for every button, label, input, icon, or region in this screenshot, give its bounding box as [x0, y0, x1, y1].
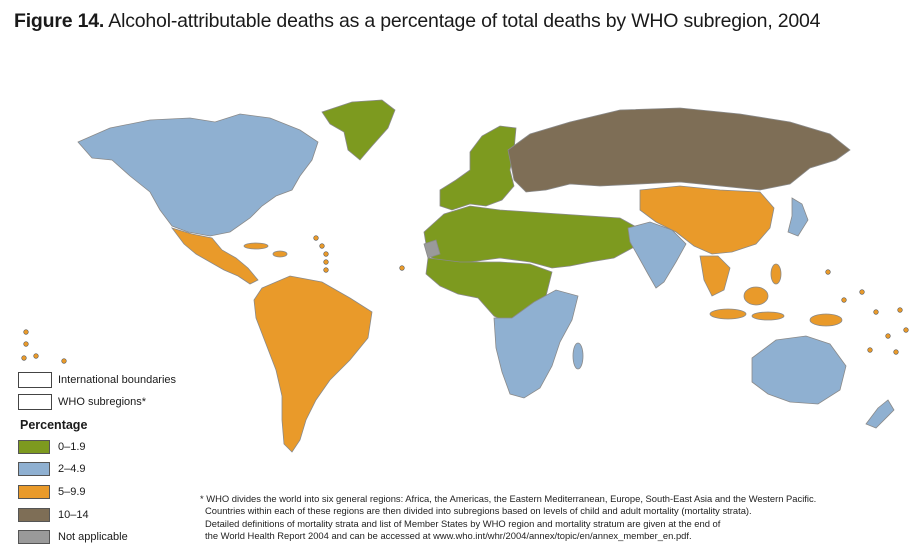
- legend-international-boundaries: International boundaries: [18, 372, 176, 388]
- map-region-southeast-asia-mainland: [699, 255, 731, 297]
- map-region-australia: [751, 335, 847, 405]
- island-dot: [885, 333, 891, 339]
- island-dot: [33, 353, 39, 359]
- legend-label: 10–14: [58, 509, 89, 521]
- map-region-indonesia-east: [751, 311, 785, 321]
- map-region-greenland: [321, 99, 396, 161]
- map-region-philippines: [770, 263, 782, 285]
- legend-label: 2–4.9: [58, 463, 86, 475]
- map-region-papua: [809, 313, 843, 327]
- island-dot: [867, 347, 873, 353]
- map-region-russia: [507, 107, 851, 193]
- map-region-north-america: [77, 113, 319, 237]
- map-region-borneo: [743, 286, 769, 306]
- figure-title: Figure 14. Alcohol-attributable deaths a…: [14, 10, 821, 33]
- island-dot: [61, 358, 67, 364]
- legend-who-subregions: WHO subregions*: [18, 394, 146, 410]
- map-region-south-asia: [627, 221, 687, 289]
- island-markers: [21, 235, 909, 364]
- legend-swatch: [18, 485, 50, 499]
- legend-swatch: [18, 508, 50, 522]
- island-dot: [323, 259, 329, 265]
- legend-category: 2–4.9: [18, 462, 86, 476]
- island-dot: [873, 309, 879, 315]
- figure-title-text: Alcohol-attributable deaths as a percent…: [108, 10, 821, 32]
- map-region-japan: [787, 197, 809, 237]
- map-region-south-america: [253, 275, 373, 453]
- island-dot: [859, 289, 865, 295]
- map-region-north-africa-middle-east: [423, 205, 639, 269]
- legend-label: 5–9.9: [58, 486, 86, 498]
- footnote: * WHO divides the world into six general…: [200, 493, 816, 543]
- legend-label: Not applicable: [58, 531, 128, 543]
- legend-swatch: [18, 462, 50, 476]
- map-region-indonesia-west: [709, 308, 747, 320]
- legend-swatch: [18, 530, 50, 544]
- legend-label: WHO subregions*: [58, 396, 147, 408]
- map-region-caribbean-cuba: [243, 242, 269, 250]
- legend-swatch-subregion: [18, 394, 52, 410]
- legend-swatch-boundary: [18, 372, 52, 388]
- island-dot: [399, 265, 405, 271]
- island-dot: [825, 269, 831, 275]
- legend-label: 0–1.9: [58, 441, 86, 453]
- legend-category: 0–1.9: [18, 440, 86, 454]
- footnote-line: Detailed definitions of mortality strata…: [205, 517, 721, 529]
- legend-heading: Percentage: [20, 418, 88, 432]
- island-dot: [841, 297, 847, 303]
- island-dot: [893, 349, 899, 355]
- island-dot: [323, 267, 329, 273]
- map-region-madagascar: [572, 342, 584, 370]
- island-dot: [21, 355, 27, 361]
- island-dot: [313, 235, 319, 241]
- map-region-china: [639, 185, 775, 255]
- figure-label: Figure 14.: [14, 10, 105, 32]
- footnote-line: Countries within each of these regions a…: [205, 505, 752, 517]
- legend-category: Not applicable: [18, 530, 128, 544]
- map-region-southern-east-africa: [493, 289, 579, 399]
- legend-swatch: [18, 440, 50, 454]
- island-dot: [319, 243, 325, 249]
- legend-category: 10–14: [18, 508, 89, 522]
- map-region-new-zealand: [865, 399, 895, 429]
- island-dot: [323, 251, 329, 257]
- map-region-mexico-central-america: [170, 227, 259, 285]
- footnote-line: the World Health Report 2004 and can be …: [205, 530, 692, 542]
- island-dot: [903, 327, 909, 333]
- island-dot: [897, 307, 903, 313]
- legend-label: International boundaries: [58, 374, 177, 386]
- map-region-caribbean-hispaniola: [272, 250, 288, 258]
- island-dot: [23, 329, 29, 335]
- map-region-western-europe: [439, 125, 517, 211]
- island-dot: [23, 341, 29, 347]
- legend-category: 5–9.9: [18, 485, 86, 499]
- map-region-western-sahara: [423, 239, 441, 259]
- footnote-line: * WHO divides the world into six general…: [200, 493, 817, 504]
